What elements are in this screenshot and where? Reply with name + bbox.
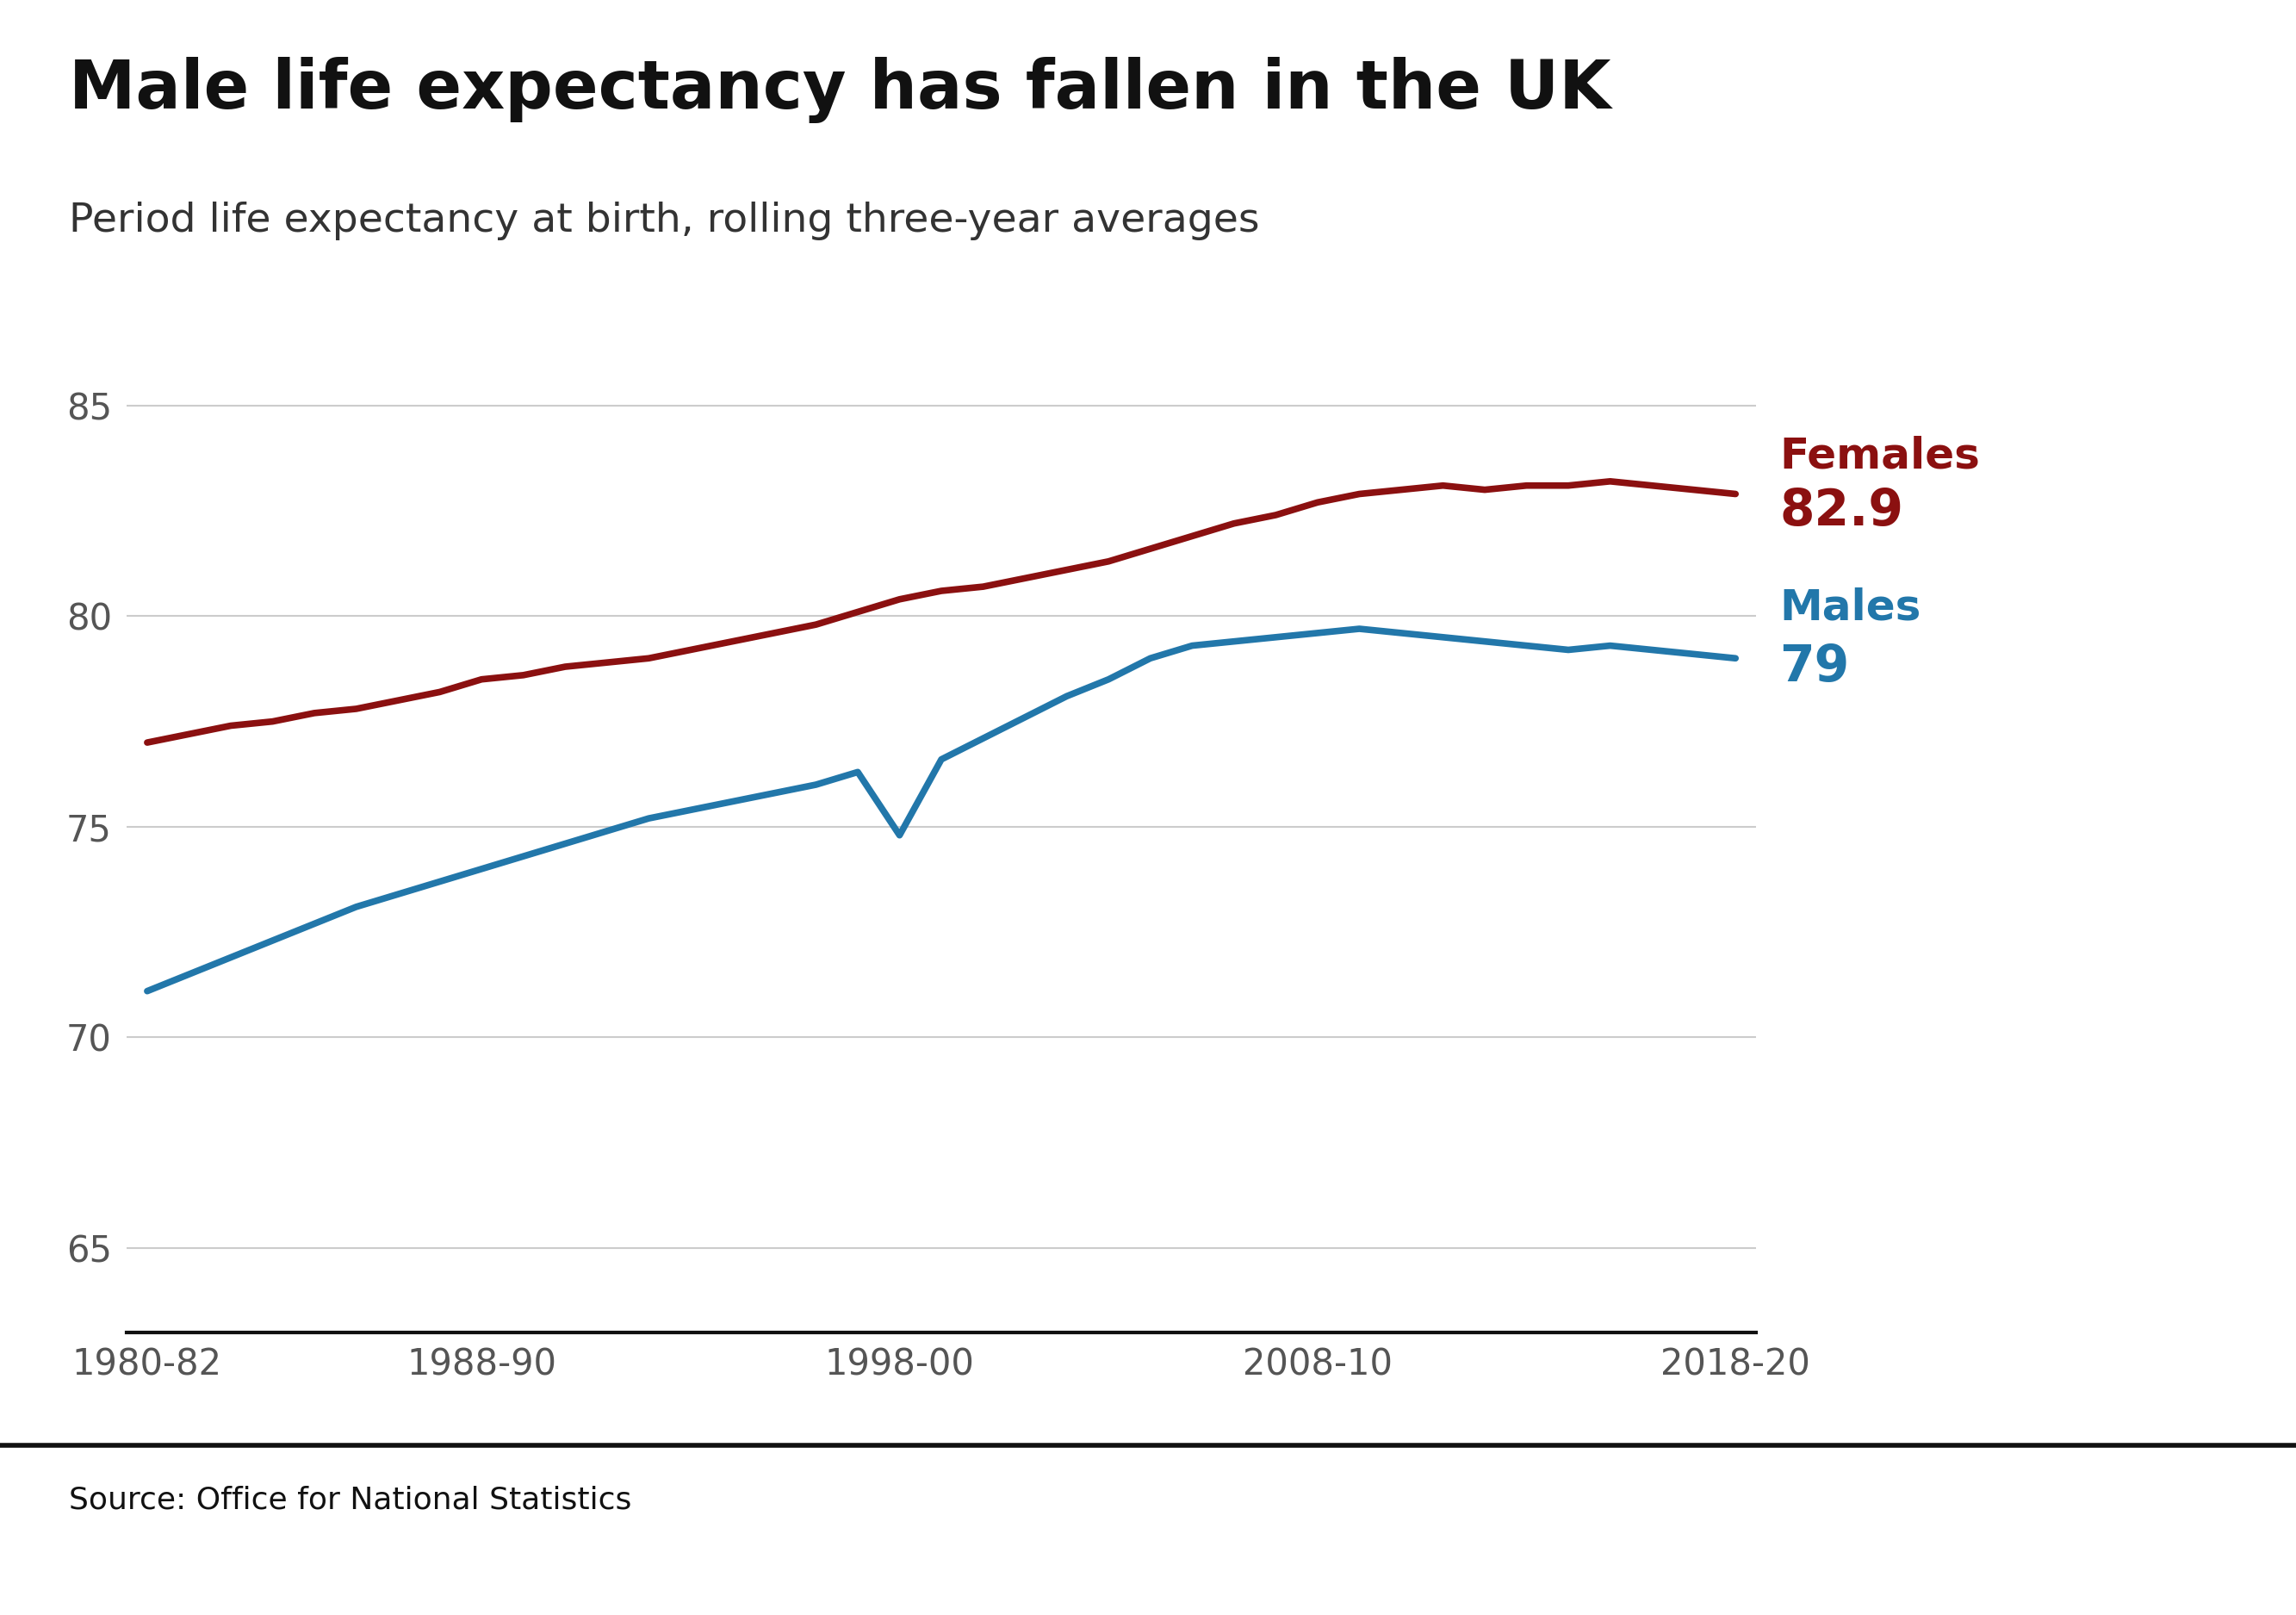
Text: Male life expectancy has fallen in the UK: Male life expectancy has fallen in the U… — [69, 57, 1612, 123]
Text: 79: 79 — [1779, 643, 1848, 691]
Text: Period life expectancy at birth, rolling three-year averages: Period life expectancy at birth, rolling… — [69, 202, 1261, 241]
Text: C: C — [2188, 1518, 2211, 1547]
Text: B: B — [2092, 1518, 2115, 1547]
Text: Source: Office for National Statistics: Source: Office for National Statistics — [69, 1486, 631, 1515]
Text: Females: Females — [1779, 436, 1979, 476]
Text: Males: Males — [1779, 588, 1922, 628]
Text: B: B — [1995, 1518, 2018, 1547]
Text: 82.9: 82.9 — [1779, 486, 1903, 536]
